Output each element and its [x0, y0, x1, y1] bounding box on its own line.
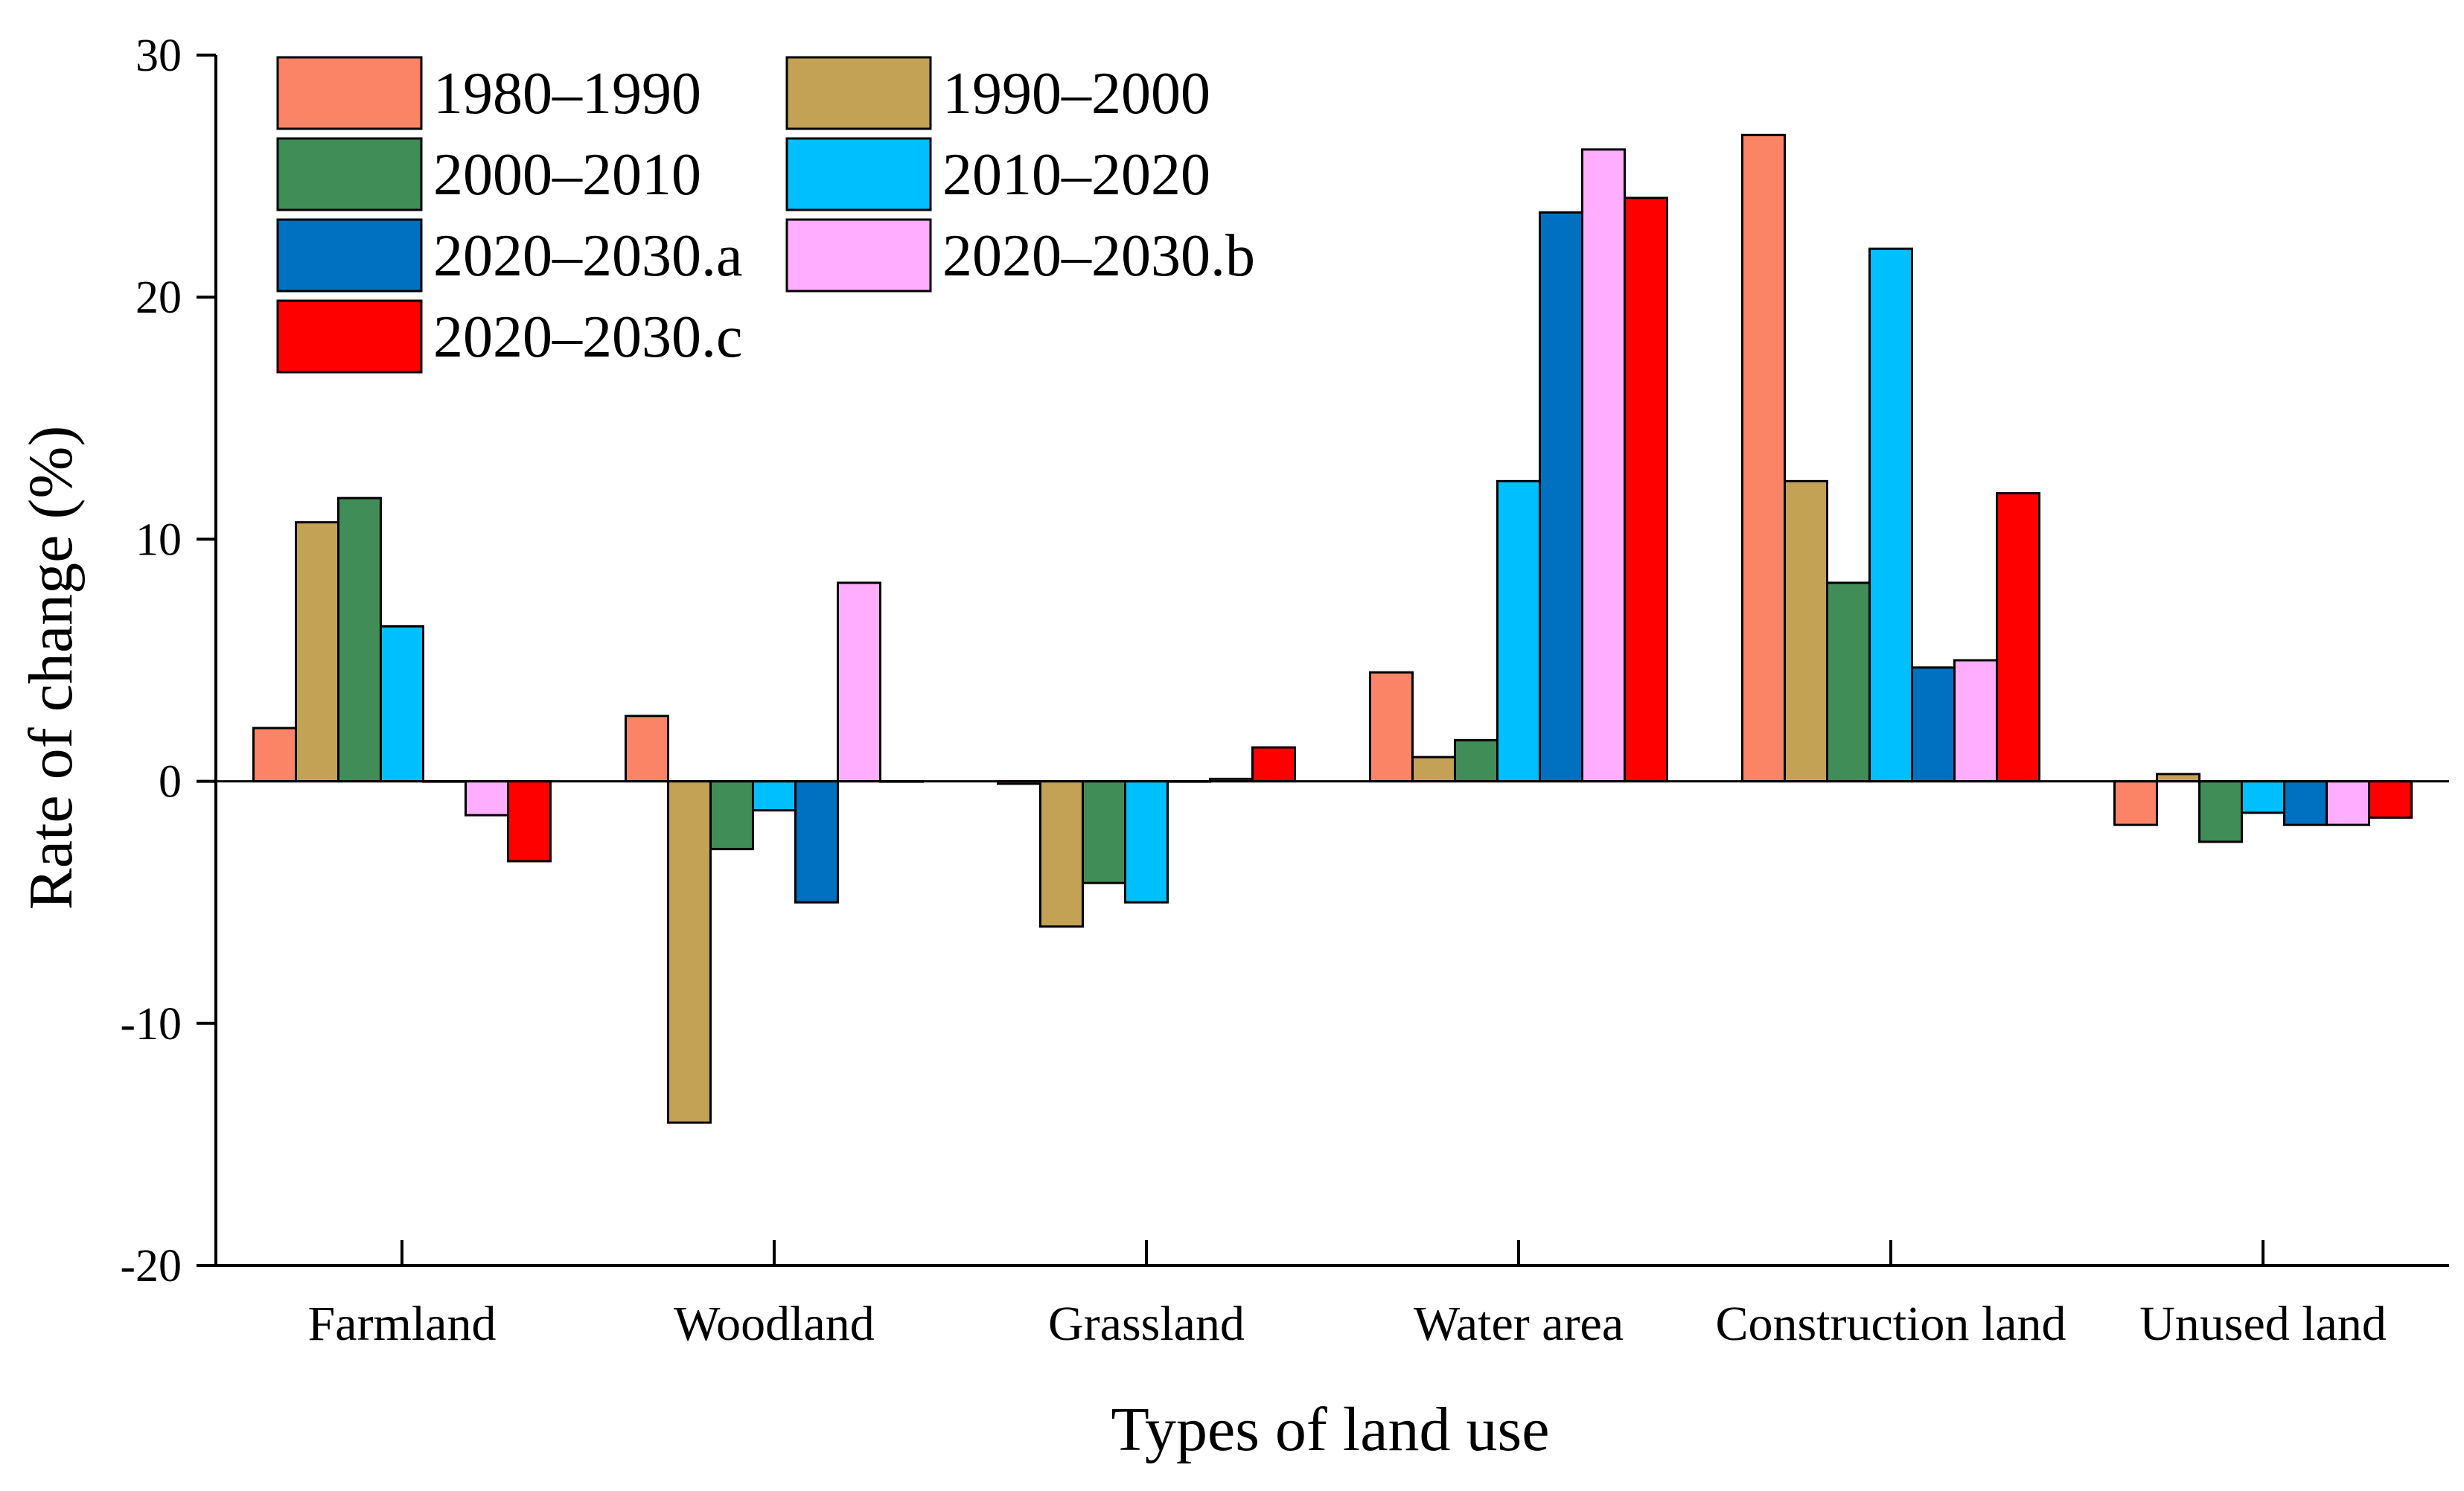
legend-swatch-2020-2030-c: [276, 299, 423, 374]
axes-layer: -20 -10 0 10 20 30 Farmland Woodland Grassland Wa…: [120, 31, 2449, 1351]
bar-grassland-2000-2010: [1082, 780, 1126, 884]
bar-farmland-1990-2000: [295, 521, 339, 783]
bar-grassland-2010-2020: [1124, 780, 1169, 904]
bar-farmland-2020-2030-b: [465, 780, 509, 817]
bar-unused-land-2020-2030-b: [2326, 780, 2370, 826]
bar-construction-land-1980-1990: [1741, 133, 1786, 783]
bar-water-area-2020-2030-b: [1581, 148, 1626, 783]
bar-unused-land-2020-2030-a: [2283, 780, 2328, 826]
bar-woodland-1980-1990: [625, 715, 669, 783]
bar-woodland-2020-2030-b: [837, 581, 881, 783]
bar-water-area-2010-2020: [1496, 479, 1541, 783]
bar-construction-land-2020-2030-a: [1911, 666, 1956, 783]
x-tick-label-grassland: Grassland: [1048, 1297, 1245, 1351]
bar-construction-land-2010-2020: [1868, 247, 1913, 783]
x-axis-title: Types of land use: [1111, 1395, 1550, 1464]
bar-unused-land-2000-2010: [2198, 780, 2243, 843]
bar-water-area-2020-2030-a: [1539, 211, 1583, 783]
bar-woodland-2000-2010: [709, 780, 754, 851]
bar-farmland-2000-2010: [337, 497, 382, 783]
x-tick-label-unused-land: Unused land: [2139, 1297, 2387, 1351]
y-tick-label: 0: [159, 757, 182, 808]
legend-label-2020-2030-a: 2020–2030.a: [433, 223, 743, 289]
x-tick-label-construction-land: Construction land: [1715, 1297, 2066, 1351]
x-tick-label-water-area: Water area: [1414, 1297, 1624, 1351]
bar-grassland-2020-2030-c: [1251, 746, 1296, 783]
bar-woodland-2020-2030-a: [794, 780, 839, 904]
bar-water-area-2020-2030-c: [1624, 197, 1668, 783]
bar-unused-land-1980-1990: [2113, 780, 2158, 826]
y-tick-label: 30: [135, 31, 182, 81]
bar-unused-land-2010-2020: [2241, 780, 2285, 814]
y-axis-title: Rate of change (%): [16, 426, 86, 910]
bar-woodland-2010-2020: [752, 780, 797, 812]
y-tick-label: 20: [135, 272, 182, 323]
legend-swatch-2020-2030-a: [276, 218, 423, 293]
y-tick-label: -20: [120, 1241, 182, 1292]
x-tick-label-farmland: Farmland: [308, 1297, 497, 1351]
legend-label-2000-2010: 2000–2010: [433, 142, 701, 208]
bar-unused-land-2020-2030-c: [2368, 780, 2413, 819]
legend-swatch-1990-2000: [785, 56, 932, 130]
legend-swatch-2010-2020: [785, 137, 932, 211]
y-tick-label: 10: [135, 514, 182, 565]
legend-swatch-1980-1990: [276, 56, 423, 130]
bar-construction-land-2020-2030-b: [1953, 659, 1998, 783]
bar-construction-land-2000-2010: [1826, 581, 1871, 783]
bar-water-area-2000-2010: [1454, 738, 1498, 783]
y-tick-label: -10: [120, 999, 182, 1050]
legend-swatch-2000-2010: [276, 137, 423, 211]
legend-label-1990-2000: 1990–2000: [942, 61, 1210, 127]
legend-label-2020-2030-b: 2020–2030.b: [942, 223, 1255, 289]
bar-farmland-2020-2030-c: [507, 780, 552, 863]
bar-water-area-1980-1990: [1369, 671, 1414, 783]
bar-construction-land-2020-2030-c: [1996, 492, 2040, 783]
legend-label-2010-2020: 2010–2020: [942, 142, 1210, 208]
legend: 1980–1990 1990–2000 2000–2010 2010–2020 2020…: [276, 56, 1255, 374]
bar-construction-land-1990-2000: [1784, 479, 1828, 783]
bar-farmland-1980-1990: [252, 727, 297, 783]
bar-farmland-2010-2020: [380, 625, 424, 783]
bar-woodland-1990-2000: [667, 780, 712, 1124]
bar-grassland-1990-2000: [1039, 780, 1084, 928]
legend-swatch-2020-2030-b: [785, 218, 932, 293]
x-tick-label-woodland: Woodland: [674, 1297, 875, 1351]
bar-water-area-1990-2000: [1411, 756, 1456, 783]
bars-layer: [252, 133, 2413, 1124]
legend-label-2020-2030-c: 2020–2030.c: [433, 304, 743, 370]
legend-label-1980-1990: 1980–1990: [433, 61, 701, 127]
